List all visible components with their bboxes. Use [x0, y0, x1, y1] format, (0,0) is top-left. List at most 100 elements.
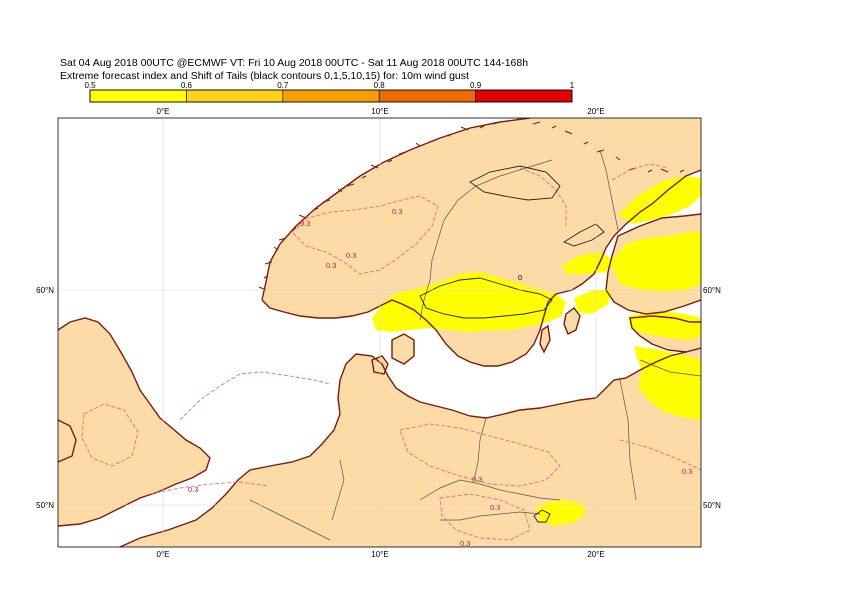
- contour-uk: [81, 403, 139, 467]
- fjord-tick: [298, 214, 307, 219]
- lon-label-bottom-10: 10°E: [371, 550, 388, 559]
- fjord-tick: [337, 188, 343, 193]
- coast-ireland: [58, 419, 77, 463]
- border-poland-east: [619, 379, 637, 501]
- fjord-tick: [428, 139, 437, 143]
- contour-sweden-inland: [519, 167, 567, 226]
- chart-title: Sat 04 Aug 2018 00UTC @ECMWF VT: Fri 10 …: [60, 57, 529, 69]
- border-belgium-france: [249, 499, 331, 541]
- sot-contour-sweden: [419, 277, 553, 319]
- contour-north-sea: [179, 371, 331, 421]
- land-scandinavia: [262, 118, 701, 366]
- efi-area-estonia: [628, 312, 701, 340]
- lon-label-top-20: 20°E: [587, 107, 604, 116]
- chart-subtitle: Extreme forecast index and Shift of Tail…: [60, 70, 469, 82]
- contour-label: 0.3: [682, 467, 692, 476]
- land-zealand: [392, 334, 414, 364]
- fjord-tick: [322, 199, 331, 203]
- colorbar-tick-label: 0.5: [84, 81, 96, 90]
- sot-contour-north: [469, 165, 561, 201]
- contour-label: 0: [518, 273, 522, 282]
- fjord-tick: [278, 237, 287, 241]
- coast-estonia: [629, 315, 701, 353]
- efi-area-finland: [610, 232, 701, 292]
- black-sot-contours: [419, 165, 605, 523]
- contour-label: 0.3: [472, 475, 482, 484]
- contour-label: 0.3: [188, 485, 198, 494]
- fjord-tick: [264, 261, 273, 265]
- contour-label: 0.3: [326, 261, 336, 270]
- coast-gotland: [563, 307, 581, 335]
- fjord-tick: [370, 164, 379, 169]
- colorbar: 0.5 0.6 0.7 0.8 0.9 1: [84, 81, 575, 103]
- fjord-tick: [415, 142, 421, 147]
- contour-label: 0.3: [346, 251, 356, 260]
- colorbar-tick-label: 0.9: [470, 81, 482, 90]
- contour-label: 0.3: [300, 219, 310, 228]
- colorbar-tick-label: 0.8: [374, 81, 386, 90]
- land-oland: [540, 326, 550, 352]
- coastlines: [58, 118, 701, 547]
- contour-czech: [439, 493, 531, 541]
- land-great-britain: [58, 318, 210, 526]
- fjord-tick: [258, 286, 267, 291]
- fjord-tick: [660, 168, 669, 173]
- colorbar-tick-label: 0.7: [277, 81, 289, 90]
- coast-finland: [605, 213, 701, 315]
- lat-label-left-50: 50°N: [36, 501, 54, 510]
- fjord-tick: [361, 175, 367, 179]
- border-germany-poland: [473, 417, 487, 481]
- fjord-tick: [679, 169, 685, 173]
- fjord-tick: [647, 169, 653, 173]
- coast-scandinavia: [261, 118, 701, 367]
- coast-funen: [371, 355, 389, 375]
- colorbar-tick-label: 1: [570, 81, 575, 90]
- fjord-tick: [313, 207, 319, 211]
- fjord-tick: [516, 118, 521, 121]
- fjord-tick: [479, 125, 485, 129]
- fjord-tick: [460, 126, 469, 131]
- fjord-tick: [398, 151, 407, 155]
- border-sweden-finland: [599, 149, 619, 231]
- border-lithuania-latvia: [639, 359, 701, 377]
- border-netherlands-germany: [331, 459, 345, 521]
- lon-label-bottom-0: 0°E: [157, 550, 170, 559]
- fjord-tick: [564, 130, 573, 135]
- lat-label-left-60: 60°N: [36, 286, 54, 295]
- sot-contour-lake: [563, 223, 605, 247]
- lon-label-top-0: 0°E: [157, 107, 170, 116]
- coast-zealand: [391, 333, 415, 365]
- contour-norway: [291, 195, 439, 275]
- fjord-tick: [551, 125, 557, 129]
- colorbar-frame: [89, 89, 573, 103]
- fjord-tick: [583, 141, 589, 145]
- contour-finland: [611, 163, 669, 181]
- fjord-tick: [346, 183, 355, 187]
- land-continent: [120, 348, 701, 547]
- efi-area-baltic: [574, 290, 612, 314]
- fjord-tick: [273, 246, 279, 251]
- graticule: [58, 118, 701, 547]
- lon-label-top-10: 10°E: [371, 107, 388, 116]
- contour-label: 0.3: [490, 503, 500, 512]
- sot-contour-czech: [533, 509, 551, 523]
- norway-fjords: [258, 118, 685, 291]
- efi-area-czech: [536, 500, 586, 526]
- border-czech-south: [440, 511, 541, 521]
- contour-label: 0.3: [392, 207, 402, 216]
- coast-continent: [119, 347, 701, 547]
- coast-oland: [539, 324, 551, 354]
- border-norway-sweden: [419, 159, 553, 321]
- lat-label-right-60: 60°N: [703, 286, 721, 295]
- fjord-tick: [387, 159, 393, 163]
- contour-label: 0.3: [460, 539, 470, 548]
- fjord-tick: [492, 121, 501, 125]
- border-germany-czech: [419, 479, 561, 501]
- fjord-tick: [532, 121, 541, 125]
- fjord-tick: [447, 133, 453, 137]
- lat-label-right-50: 50°N: [703, 501, 721, 510]
- country-borders: [249, 149, 701, 541]
- red-dashed-contours: [81, 163, 701, 541]
- efi-area-bothnia: [562, 252, 614, 274]
